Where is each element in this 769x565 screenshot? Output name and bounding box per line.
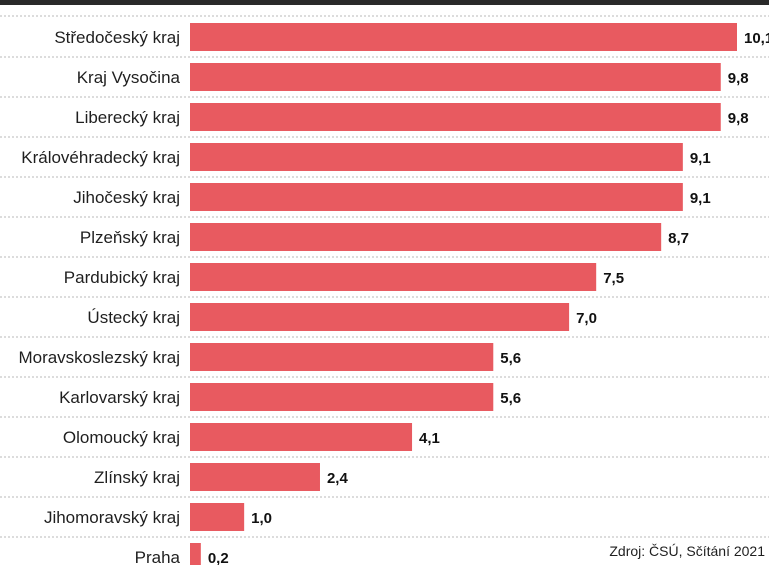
value-label: 9,1 [690, 150, 711, 167]
bar [190, 263, 597, 291]
value-label: 5,6 [500, 350, 521, 367]
bars-group [190, 23, 737, 565]
value-label: 0,2 [208, 550, 229, 565]
category-label: Pardubický kraj [64, 268, 180, 287]
category-label: Jihomoravský kraj [44, 508, 180, 527]
bar [190, 383, 494, 411]
bar [190, 343, 494, 371]
bar [190, 543, 201, 565]
category-label: Jihočeský kraj [73, 188, 180, 207]
value-label: 9,1 [690, 190, 711, 207]
category-label: Kraj Vysočina [77, 68, 181, 87]
value-label: 10,1 [744, 30, 769, 47]
value-label: 7,5 [603, 270, 624, 287]
category-label: Středočeský kraj [54, 28, 180, 47]
value-label: 2,4 [327, 470, 349, 487]
bar [190, 63, 721, 91]
category-label: Zlínský kraj [94, 468, 180, 487]
bar [190, 23, 737, 51]
category-label: Plzeňský kraj [80, 228, 180, 247]
category-label: Královéhradecký kraj [21, 148, 180, 167]
bar [190, 223, 662, 251]
value-label: 9,8 [728, 110, 749, 127]
bar [190, 143, 683, 171]
value-labels: 10,1 9,8 9,8 9,1 9,1 8,7 7,5 7,0 5,6 5,6 4,1 2,4 1,0… [208, 30, 769, 565]
value-label: 7,0 [576, 310, 597, 327]
bar [190, 303, 570, 331]
bar [190, 463, 320, 491]
bar [190, 183, 683, 211]
source-note: Zdroj: ČSÚ, Sčítání 2021 [609, 543, 765, 559]
category-labels: Středočeský kraj Kraj Vysočina Liberecký k… [18, 28, 180, 565]
bar [190, 423, 413, 451]
category-label: Ústecký kraj [87, 308, 180, 327]
value-label: 8,7 [668, 230, 689, 247]
grid-lines [0, 15, 769, 538]
bar [190, 103, 721, 131]
cropped-title-strip [0, 0, 769, 5]
category-label: Praha [135, 548, 181, 565]
category-label: Karlovarský kraj [59, 388, 180, 407]
value-label: 9,8 [728, 70, 749, 87]
bar [190, 503, 245, 531]
value-label: 4,1 [419, 430, 440, 447]
title-strip-edge [0, 0, 769, 5]
category-label: Liberecký kraj [75, 108, 180, 127]
category-label: Moravskoslezský kraj [18, 348, 180, 367]
category-label: Olomoucký kraj [63, 428, 180, 447]
value-label: 1,0 [251, 510, 272, 527]
value-label: 5,6 [500, 390, 521, 407]
